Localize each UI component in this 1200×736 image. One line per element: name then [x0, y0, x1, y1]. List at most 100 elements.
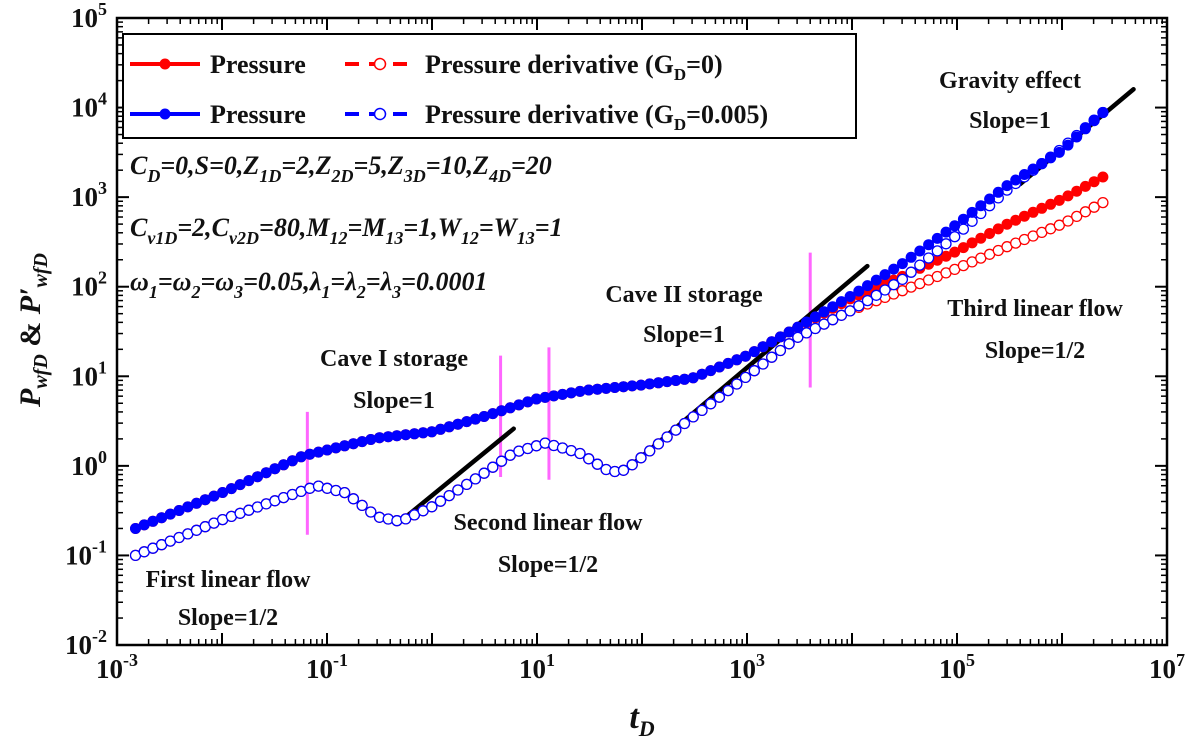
data-point [984, 228, 996, 239]
data-point [713, 361, 725, 373]
legend-swatch-marker [373, 107, 387, 121]
param-subscript: 1 [149, 282, 158, 302]
data-point [661, 431, 673, 443]
y-tick-label: 10-1 [65, 536, 107, 570]
data-point [1036, 158, 1048, 169]
legend-label-main: Pressure derivative (G [425, 50, 674, 79]
data-point [522, 396, 534, 408]
data-point [757, 358, 769, 370]
parameter-line-2: Cv1D=2,Cv2D=80,M12=M13=1,W12=W13=1 [130, 213, 563, 248]
data-point [1062, 215, 1074, 227]
data-point [652, 438, 665, 450]
param-subscript: 2 [190, 282, 200, 302]
data-point [434, 495, 447, 507]
tick-base: 10 [71, 182, 98, 212]
tick-exponent: -1 [333, 650, 348, 670]
data-point [408, 428, 420, 440]
data-point [940, 238, 952, 250]
data-point [199, 494, 211, 506]
data-point [896, 273, 909, 286]
data-point [1045, 198, 1057, 210]
x-tick-label: 10-1 [306, 650, 348, 684]
data-point [783, 326, 795, 338]
data-point [1036, 202, 1048, 214]
tick-base: 10 [1149, 654, 1176, 684]
data-point [905, 266, 917, 278]
tick-exponent: 4 [98, 89, 107, 109]
data-point [225, 483, 237, 495]
data-point [347, 438, 359, 450]
x-axis-title-sub: D [638, 716, 655, 736]
tick-base: 10 [939, 654, 966, 684]
param-text: =M [347, 213, 386, 242]
data-point [478, 467, 490, 479]
y-tick-label: 101 [71, 357, 107, 391]
data-point [426, 426, 438, 438]
annotation-third-linear-flow: Third linear flow Slope=1/2 [947, 296, 1123, 364]
parameter-line-1: CD=0,S=0,Z1D=2,Z2D=5,Z3D=10,Z4D=20 [130, 151, 552, 186]
data-point [1097, 196, 1109, 209]
param-text: C [130, 151, 148, 180]
data-point [217, 487, 229, 498]
data-point [975, 232, 987, 244]
data-point [940, 250, 952, 262]
data-point [600, 382, 612, 394]
data-point [922, 252, 935, 264]
data-point [1027, 206, 1039, 218]
param-subscript: 1 [321, 282, 330, 302]
data-point [321, 444, 333, 456]
y-axis-title: PwfD & P′wfD [14, 253, 52, 408]
data-point [1010, 214, 1022, 226]
data-point [670, 424, 682, 436]
data-point [792, 321, 804, 333]
legend-item-1: Pressure [130, 50, 306, 79]
data-point [888, 279, 900, 291]
data-point [1001, 180, 1013, 192]
data-point [487, 461, 499, 473]
data-point [1088, 115, 1100, 127]
data-point [835, 296, 847, 308]
data-point [252, 471, 263, 483]
data-point [879, 269, 891, 281]
data-point [1018, 210, 1030, 222]
data-point [644, 378, 656, 390]
data-point [844, 305, 856, 317]
data-point [949, 246, 961, 258]
tick-base: 10 [519, 654, 546, 684]
data-point [1018, 169, 1030, 180]
legend-swatch-marker [159, 58, 171, 70]
data-point [565, 387, 577, 399]
data-point [687, 411, 699, 423]
param-subscript: 13 [385, 228, 403, 248]
tick-exponent: 5 [98, 0, 107, 19]
legend-item-4: Pressure derivative (GD=0.005) [345, 100, 768, 134]
param-subscript: 13 [517, 228, 535, 248]
data-point [705, 365, 717, 377]
annotation-slope: Slope=1 [643, 322, 725, 348]
y-axis-title-p2: P′ [14, 287, 47, 315]
param-subscript: 1D [259, 166, 281, 186]
data-point [984, 193, 996, 205]
data-point [365, 434, 377, 445]
param-text: =1 [535, 213, 563, 242]
data-point [774, 344, 787, 357]
data-point [905, 251, 917, 263]
annotation-gravity-effect: Gravity effect Slope=1 [939, 68, 1081, 134]
data-point [443, 489, 455, 502]
series-layer [129, 106, 1109, 562]
x-tick-label: 101 [519, 650, 555, 684]
legend-item-3: Pressure [130, 100, 306, 129]
data-point [748, 346, 760, 358]
tick-exponent: -3 [123, 650, 138, 670]
data-point [417, 427, 429, 439]
data-point [339, 440, 351, 452]
param-text: =λ [366, 267, 392, 296]
series-4 [129, 106, 1109, 562]
tick-exponent: 0 [98, 447, 107, 467]
data-point [1097, 171, 1109, 183]
data-point [138, 519, 150, 531]
series-3 [130, 107, 1109, 534]
legend: Pressure Pressure derivative (GD=0)Pressu… [122, 33, 857, 139]
data-point [739, 371, 752, 384]
data-point [382, 431, 394, 443]
